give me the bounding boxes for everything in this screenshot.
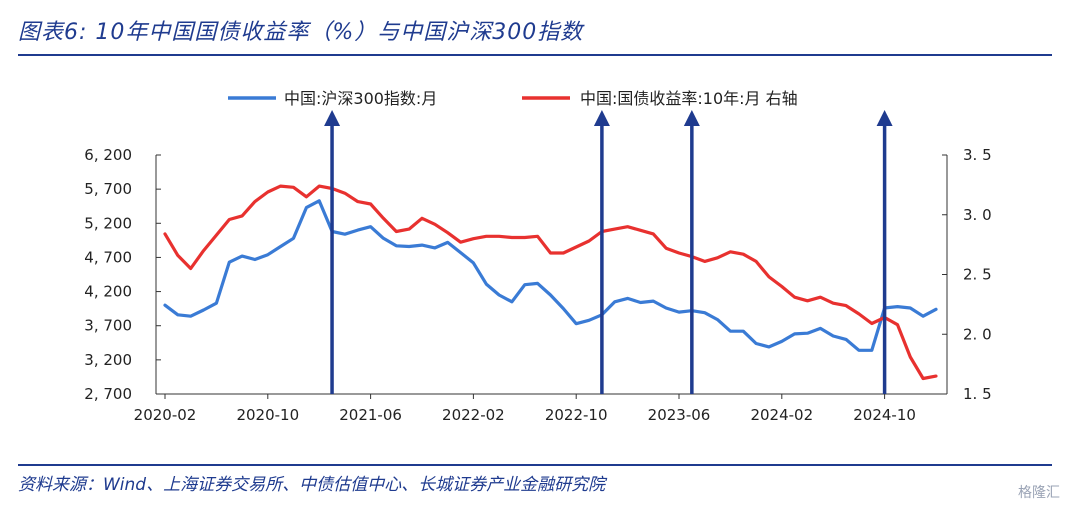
source-note: 资料来源：Wind、上海证券交易所、中债估值中心、长城证券产业金融研究院	[18, 475, 606, 495]
legend-label: 中国:沪深300指数:月	[284, 89, 437, 108]
left-axis-tick-label: 3, 700	[84, 317, 132, 335]
csi300-index-line	[163, 199, 938, 352]
right-axis-tick-label: 3. 0	[963, 206, 992, 224]
right-axis-tick-label: 2. 5	[963, 266, 992, 284]
right-axis-tick-label: 2. 0	[963, 325, 992, 343]
axes: 2, 700 3, 200 3, 700 4, 200 4, 700 5, 200 5, 7…	[84, 146, 991, 424]
left-axis-tick-label: 5, 700	[84, 180, 132, 198]
annotation-arrow-head	[683, 110, 700, 126]
figure-title: 图表6: 10年中国国债收益率（%）与中国沪深300指数	[18, 20, 584, 45]
left-axis-tick-label: 6, 200	[84, 146, 132, 164]
source-rule	[18, 464, 1052, 466]
series-lines	[163, 184, 938, 381]
left-axis-tick-label: 4, 700	[84, 248, 132, 266]
x-axis-tick-label: 2024-02	[750, 406, 813, 424]
x-axis-tick-label: 2024-10	[853, 406, 916, 424]
x-axis-tick-label: 2020-10	[236, 406, 299, 424]
x-axis-tick-label: 2023-06	[648, 406, 711, 424]
watermark-logo: 格隆汇	[1018, 485, 1060, 501]
x-axis-tick-label: 2022-02	[442, 406, 505, 424]
annotation-arrow-head	[593, 110, 610, 126]
annotation-arrow-head	[324, 110, 341, 126]
title-rule	[18, 54, 1052, 56]
left-axis-tick-label: 3, 200	[84, 351, 132, 369]
left-axis-tick-label: 4, 200	[84, 283, 132, 301]
right-axis-tick-label: 3. 5	[963, 146, 992, 164]
right-axis-tick-label: 1. 5	[963, 385, 992, 403]
left-axis-tick-label: 2, 700	[84, 385, 132, 403]
x-axis-tick-label: 2020-02	[134, 406, 197, 424]
x-axis-tick-label: 2022-10	[545, 406, 608, 424]
legend-label: 中国:国债收益率:10年:月 右轴	[580, 89, 798, 108]
legend: 中国:沪深300指数:月 中国:国债收益率:10年:月 右轴	[228, 89, 798, 108]
x-axis-tick-label: 2021-06	[339, 406, 402, 424]
left-axis-tick-label: 5, 200	[84, 214, 132, 232]
cn-10y-bond-yield-line	[163, 184, 938, 381]
annotation-arrow-head	[876, 110, 893, 126]
annotation-arrows	[324, 110, 893, 394]
